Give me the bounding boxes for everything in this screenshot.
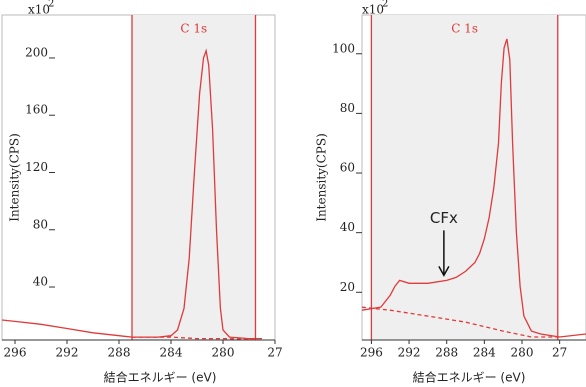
- y-multiplier: x10: [362, 3, 384, 17]
- y-multiplier-exp: 2: [382, 0, 388, 10]
- x-tick-label: 288: [435, 346, 458, 360]
- x-tick-label: 288: [108, 346, 131, 360]
- line-series: [132, 336, 256, 340]
- y-tick-label: 80: [340, 101, 355, 115]
- y-multiplier: x10: [28, 3, 50, 17]
- x-tick-label: 296: [360, 346, 383, 360]
- x-tick-label: 27: [267, 346, 282, 360]
- x-tick-label: 27: [552, 346, 567, 360]
- x-tick-label: 292: [56, 346, 79, 360]
- x-tick-label: 296: [4, 346, 27, 360]
- chart-title: C 1s: [451, 22, 478, 36]
- y-tick-label: 40: [33, 275, 48, 289]
- y-tick-label: 100: [332, 41, 355, 55]
- y-tick-label: 160: [25, 103, 48, 117]
- x-axis-label: 結合エネルギー (eV): [413, 370, 526, 385]
- y-tick-label: 80: [33, 217, 48, 231]
- y-tick-label: 200: [25, 45, 48, 59]
- y-tick-label: 120: [25, 160, 48, 174]
- chart-title: C 1s: [180, 22, 207, 36]
- x-tick-label: 284: [160, 346, 183, 360]
- x-tick-label: 292: [398, 346, 421, 360]
- annotation: CFx: [430, 209, 458, 227]
- y-tick-label: 40: [340, 220, 355, 234]
- x-axis-label: 結合エネルギー (eV): [104, 370, 217, 385]
- y-tick-label: 20: [340, 280, 355, 294]
- y-multiplier-exp: 2: [48, 0, 54, 10]
- line-series: [361, 306, 560, 338]
- region: [371, 15, 558, 340]
- y-axis-label: Intensity(CPS): [315, 133, 329, 222]
- x-tick-label: 280: [511, 346, 534, 360]
- y-axis-label: Intensity(CPS): [8, 133, 22, 222]
- x-tick-label: 284: [473, 346, 496, 360]
- line-series: [361, 38, 586, 338]
- x-tick-label: 280: [212, 346, 235, 360]
- y-tick-label: 60: [340, 161, 355, 175]
- line-series: [1, 48, 262, 340]
- arrow-head: [438, 266, 450, 277]
